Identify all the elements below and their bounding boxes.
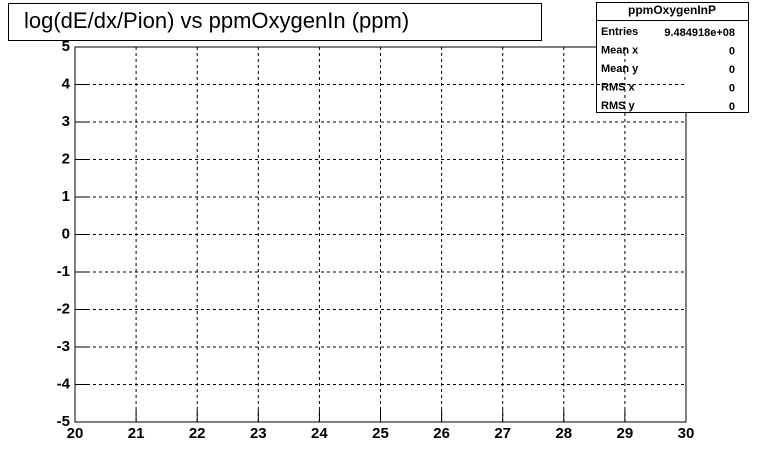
y-tick-label: -4 (57, 375, 71, 392)
y-tick-label: -3 (57, 338, 70, 355)
x-tick-label: 21 (128, 425, 145, 442)
chart-title: log(dE/dx/Pion) vs ppmOxygenIn (ppm) (24, 8, 409, 33)
stats-label: Mean y (601, 63, 639, 75)
stats-label: Mean x (601, 44, 639, 56)
x-tick-label: 29 (617, 425, 634, 442)
y-tick-label: 1 (62, 188, 70, 205)
stats-label: RMS x (601, 81, 636, 93)
y-tick-label: 5 (62, 38, 70, 55)
stats-label: Entries (601, 26, 638, 38)
stats-value: 9.484918e+08 (664, 27, 735, 39)
y-tick-label: 3 (62, 113, 70, 130)
x-tick-label: 27 (494, 425, 511, 442)
x-tick-label: 30 (678, 425, 695, 442)
stats-box (596, 2, 749, 113)
stats-value: 0 (729, 64, 735, 76)
x-tick-label: 23 (250, 425, 267, 442)
stats-label: RMS y (601, 100, 636, 112)
stats-value: 0 (729, 101, 735, 113)
stats-value: 0 (729, 45, 735, 57)
x-tick-label: 28 (555, 425, 572, 442)
stats-title: ppmOxygenInP (628, 3, 716, 17)
y-tick-label: 0 (62, 225, 70, 242)
y-tick-label: -1 (57, 263, 70, 280)
y-tick-label: -2 (57, 300, 70, 317)
y-tick-label: 2 (62, 150, 70, 167)
y-tick-label: -5 (57, 413, 70, 430)
title-box (8, 3, 542, 41)
x-tick-label: 26 (433, 425, 450, 442)
x-tick-label: 20 (67, 425, 84, 442)
y-tick-label: 4 (62, 75, 71, 92)
x-tick-label: 22 (189, 425, 206, 442)
stats-value: 0 (729, 82, 735, 94)
x-tick-label: 24 (311, 425, 328, 442)
x-tick-label: 25 (372, 425, 389, 442)
